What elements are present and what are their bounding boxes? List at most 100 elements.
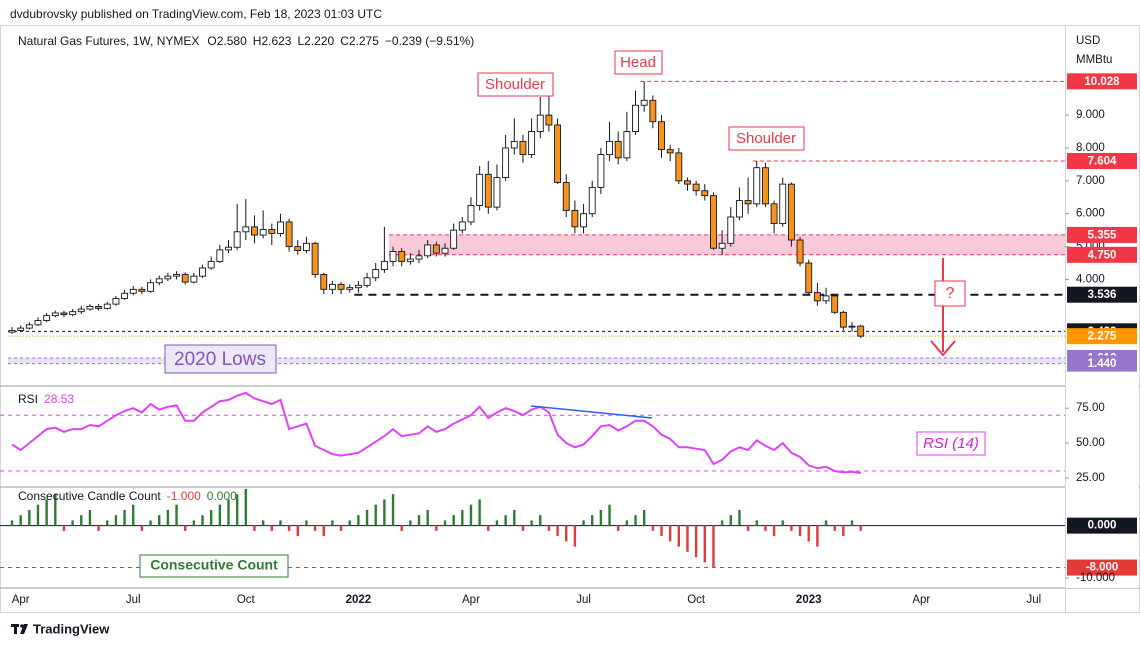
legend-key: L (297, 34, 304, 48)
candle-body (519, 140, 527, 156)
count-bar (547, 525, 551, 531)
count-bar (746, 525, 750, 531)
count-bar (443, 520, 447, 526)
count-bar (313, 525, 317, 531)
count-bar (452, 515, 455, 526)
count-bar (201, 515, 204, 526)
level-label: 4.750 (1088, 249, 1117, 261)
candle-body (372, 269, 380, 279)
y-tick-label: 7.000 (1076, 175, 1105, 187)
candle-body (606, 140, 613, 156)
candle-body (666, 149, 674, 154)
annotation-text: ? (946, 285, 955, 302)
count-title: Consecutive Candle Count (18, 489, 161, 503)
count-bar (331, 520, 334, 526)
count-bar (149, 520, 152, 526)
count-bar (19, 515, 22, 526)
candle-body (597, 154, 605, 188)
count-bar (686, 525, 689, 552)
candle-body (69, 311, 77, 316)
candle-body (147, 282, 155, 292)
count-bar (625, 520, 629, 526)
annotation-text: Consecutive Count (150, 557, 278, 573)
level-label-box (1067, 246, 1137, 263)
x-tick-label: Jul (576, 594, 591, 606)
annotation-box (139, 554, 289, 578)
candle-body (43, 315, 51, 321)
legend-value: 2.275 (349, 34, 379, 48)
axis-unit: USD (1076, 35, 1100, 47)
candle-body (103, 303, 111, 309)
count-bar (833, 525, 836, 531)
count-bar (521, 525, 525, 531)
count-bar (184, 525, 187, 531)
footer-brand: TradingView (33, 621, 110, 636)
y-tick-label: 75.00 (1076, 402, 1105, 414)
count-bar (530, 520, 533, 526)
count-bar (305, 520, 308, 526)
level-label: 7.604 (1088, 156, 1117, 168)
price-zone (389, 234, 1065, 255)
annotation-box (934, 280, 966, 307)
count-bar (365, 509, 369, 526)
candle-body (779, 183, 787, 225)
annotation-box (614, 50, 663, 75)
count-bar (140, 525, 144, 531)
count-bar (261, 520, 265, 526)
count-bar (798, 525, 802, 537)
candle-body (848, 325, 856, 328)
y-tick-label: 8.000 (1076, 142, 1105, 154)
candle-body (701, 190, 709, 197)
level-label-box (1067, 226, 1137, 243)
count-bar (677, 525, 681, 547)
count-bar (409, 520, 412, 526)
candle-body (60, 312, 68, 316)
y-tick-label: 25.00 (1076, 472, 1105, 484)
count-bar (383, 499, 386, 526)
x-tick-label: Oct (237, 594, 256, 606)
count-bar (694, 525, 698, 558)
count-bar (850, 520, 854, 526)
count-bar (461, 509, 464, 526)
count-bar (703, 525, 706, 563)
candle-body (675, 152, 683, 182)
candle-body (787, 183, 795, 241)
candle-body (839, 311, 847, 328)
candle-body (415, 255, 423, 260)
candle-body (753, 167, 761, 205)
count-bar (573, 525, 577, 547)
logo-part (14, 624, 17, 634)
y-tick-label: 6.000 (1076, 208, 1105, 220)
candle-body (528, 131, 536, 156)
divergence-line (530, 405, 653, 419)
price-axis-background (1066, 26, 1139, 588)
count-bar (582, 520, 585, 526)
candle-body (476, 173, 484, 206)
x-tick-label: Apr (462, 594, 480, 606)
count-bar (322, 525, 325, 537)
annotation-text: Shoulder (485, 76, 545, 93)
candle-body (112, 298, 120, 305)
candle-body (380, 260, 388, 271)
candle-body (155, 278, 163, 284)
count-bar (772, 525, 776, 537)
candle-body (190, 275, 198, 283)
count-bar (123, 509, 126, 526)
count-bar (175, 504, 178, 526)
count-bar (192, 520, 196, 526)
candle-body (406, 258, 414, 262)
candle-body (34, 320, 42, 326)
candle-body (727, 216, 735, 244)
x-tick-label: Jul (1027, 594, 1042, 606)
y-tick-label: 0.000 (1088, 520, 1117, 532)
candle-body (181, 274, 189, 283)
level-label: 1.440 (1088, 358, 1117, 370)
count-bar (287, 525, 291, 531)
count-bar (62, 525, 66, 531)
candle-body (328, 283, 336, 290)
y-tick-label: 9.000 (1076, 109, 1105, 121)
candle-body (450, 229, 458, 249)
x-tick-label: Apr (912, 594, 930, 606)
count-bar (374, 504, 377, 526)
